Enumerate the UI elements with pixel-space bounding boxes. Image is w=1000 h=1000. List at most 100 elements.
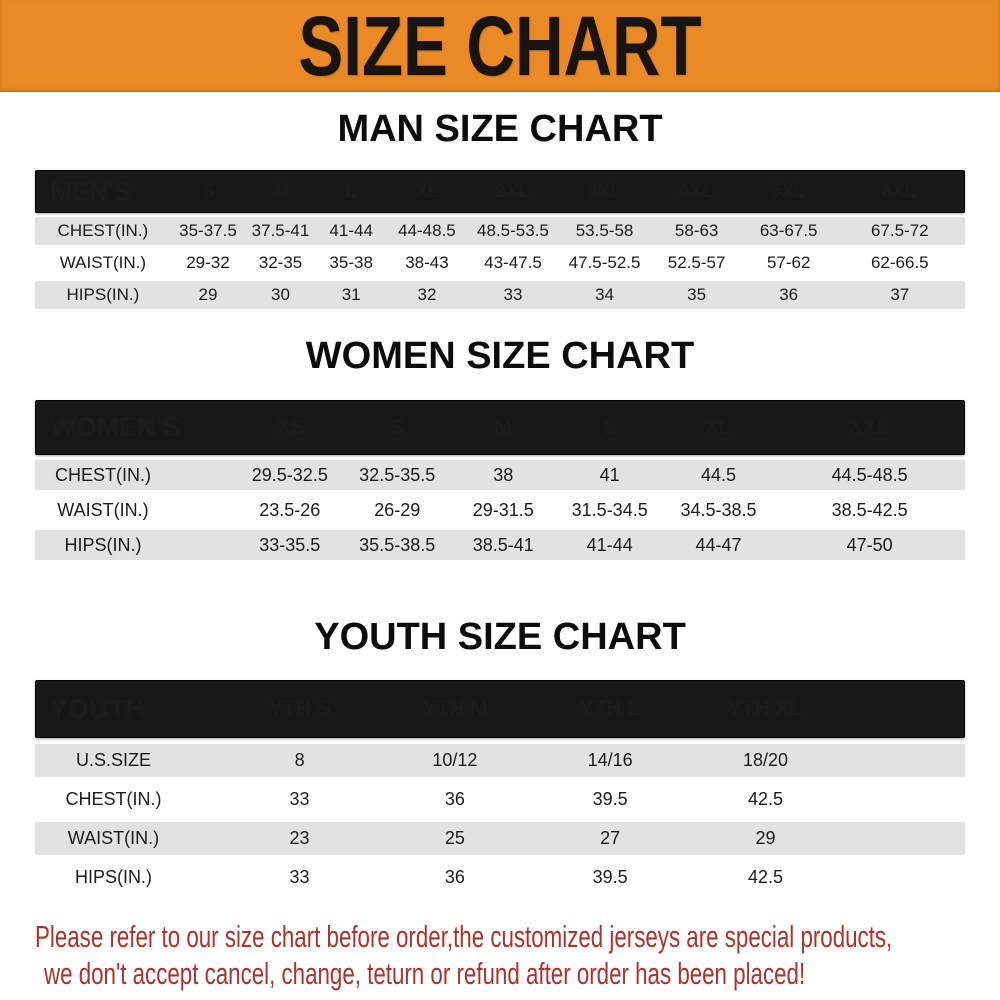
youth-ussize-row: U.S.SIZE 8 10/12 14/16 18/20 <box>35 744 965 777</box>
womens-chest-row: CHEST(IN.) 29.5-32.5 32.5-35.5 38 41 44.… <box>35 460 965 490</box>
table-cell: 44-48.5 <box>398 221 456 240</box>
table-cell: 29.5-32.5 <box>251 464 328 485</box>
table-cell: 52.5-57 <box>667 253 726 272</box>
table-cell: 33-35.5 <box>259 534 321 555</box>
table-cell: 33 <box>289 867 310 887</box>
youth-size-table: YOUTH YTH S YTH M YTH L YTH XL U.S.SIZE … <box>35 680 965 894</box>
womens-size-column-header: S <box>390 415 405 439</box>
womens-size-table: WOMEN'S XS S M L XL XXL CHEST(IN.) 29.5-… <box>35 400 965 560</box>
table-cell: 30 <box>271 285 290 304</box>
table-cell: 34.5-38.5 <box>680 499 757 520</box>
table-cell: 39.5 <box>592 789 628 809</box>
table-cell: 38 <box>493 464 514 485</box>
table-cell: 44.5 <box>700 464 737 485</box>
table-cell: 23 <box>289 828 310 848</box>
mens-size-column-header: 6XL <box>881 180 917 202</box>
mens-size-column-header: M <box>273 180 289 202</box>
row-label: HIPS(IN.) <box>66 285 140 304</box>
mens-size-column-header: 4XL <box>678 180 714 202</box>
mens-size-column-header: 2XL <box>495 180 531 202</box>
table-cell: 29 <box>198 285 218 304</box>
mens-size-column-header: 5XL <box>770 180 806 202</box>
table-cell: 42.5 <box>747 867 783 887</box>
table-cell: 63-67.5 <box>759 221 818 240</box>
youth-size-column-header: YTH XL <box>727 697 803 720</box>
womens-waist-row: WAIST(IN.) 23.5-26 26-29 29-31.5 31.5-34… <box>35 495 965 525</box>
table-cell: 57-62 <box>766 253 811 272</box>
women-section-title: WOMEN SIZE CHART <box>305 335 695 377</box>
womens-size-column-header: XS <box>276 415 305 439</box>
table-cell: 10/12 <box>432 750 478 770</box>
table-cell: 35.5-38.5 <box>359 534 436 555</box>
table-cell: 44-47 <box>695 534 742 555</box>
table-cell: 58-63 <box>674 221 719 240</box>
womens-size-column-header: L <box>603 415 616 439</box>
mens-size-table: MEN'S S M L XL 2XL 3XL 4XL 5XL 6XL CHEST… <box>35 170 965 309</box>
row-label: CHEST(IN.) <box>57 221 149 240</box>
table-cell: 62-66.5 <box>870 253 929 272</box>
youth-size-column-header: YTH L <box>579 697 641 720</box>
size-chart-banner: SIZE CHART <box>0 0 1000 92</box>
mens-table-header-row: MEN'S S M L XL 2XL 3XL 4XL 5XL 6XL <box>35 170 965 213</box>
mens-size-column-header: L <box>345 180 358 202</box>
table-cell: 14/16 <box>587 750 633 770</box>
womens-hips-row: HIPS(IN.) 33-35.5 35.5-38.5 38.5-41 41-4… <box>35 530 965 560</box>
womens-table-header-row: WOMEN'S XS S M L XL XXL <box>35 400 965 455</box>
table-cell: 47.5-52.5 <box>568 253 641 272</box>
row-label: WAIST(IN.) <box>57 499 149 520</box>
youth-table-header-row: YOUTH YTH S YTH M YTH L YTH XL <box>35 680 965 738</box>
table-cell: 35-38 <box>329 253 373 272</box>
table-cell: 38.5-42.5 <box>831 499 908 520</box>
disclaimer-line-1-text: Please refer to our size chart before or… <box>35 919 893 954</box>
youth-header-label: YOUTH <box>50 693 145 724</box>
mens-hips-row: HIPS(IN.) 29 30 31 32 33 34 35 36 37 <box>35 281 965 309</box>
table-cell: 35-37.5 <box>179 221 237 240</box>
table-cell: 27 <box>600 828 621 848</box>
disclaimer-line-1: Please refer to our size chart before or… <box>35 918 1000 955</box>
table-cell: 31.5-34.5 <box>571 499 648 520</box>
row-label: WAIST(IN.) <box>59 253 146 272</box>
mens-size-column-header: XL <box>414 180 440 202</box>
mens-size-column-header: 3XL <box>586 180 622 202</box>
table-cell: 36 <box>444 789 465 809</box>
table-cell: 39.5 <box>592 867 628 887</box>
table-cell: 44.5-48.5 <box>831 464 908 485</box>
table-cell: 47-50 <box>846 534 893 555</box>
table-cell: 36 <box>779 285 799 304</box>
banner-title: SIZE CHART <box>298 0 702 93</box>
table-cell: 26-29 <box>374 499 421 520</box>
table-cell: 43-47.5 <box>484 253 542 272</box>
table-cell: 18/20 <box>742 750 788 770</box>
table-cell: 8 <box>294 750 305 770</box>
mens-size-column-header: S <box>202 180 215 202</box>
table-cell: 25 <box>444 828 465 848</box>
table-cell: 29-31.5 <box>472 499 534 520</box>
table-cell: 67.5-72 <box>870 221 929 240</box>
table-cell: 41 <box>599 464 620 485</box>
row-label: HIPS(IN.) <box>64 534 142 555</box>
table-cell: 38.5-41 <box>472 534 534 555</box>
row-label: CHEST(IN.) <box>65 789 162 809</box>
row-label: WAIST(IN.) <box>67 828 160 848</box>
womens-size-column-header: XL <box>704 415 732 439</box>
table-cell: 32.5-35.5 <box>359 464 436 485</box>
men-section-title: MAN SIZE CHART <box>337 108 663 150</box>
table-cell: 48.5-53.5 <box>477 221 549 240</box>
youth-size-column-header: YTH S <box>269 697 331 720</box>
table-cell: 33 <box>289 789 310 809</box>
mens-header-label: MEN'S <box>50 176 132 206</box>
womens-header-label: WOMEN'S <box>50 412 181 442</box>
table-cell: 41-44 <box>329 221 373 240</box>
table-cell: 34 <box>595 285 615 304</box>
youth-section-title: YOUTH SIZE CHART <box>314 616 686 658</box>
womens-size-column-header: M <box>494 415 512 439</box>
table-cell: 35 <box>687 285 707 304</box>
table-cell: 42.5 <box>747 789 783 809</box>
table-cell: 37.5-41 <box>251 221 310 240</box>
table-cell: 36 <box>444 867 465 887</box>
table-cell: 33 <box>503 285 523 304</box>
table-cell: 32-35 <box>258 253 303 272</box>
youth-hips-row: HIPS(IN.) 33 36 39.5 42.5 <box>35 861 965 894</box>
table-cell: 31 <box>341 285 361 304</box>
